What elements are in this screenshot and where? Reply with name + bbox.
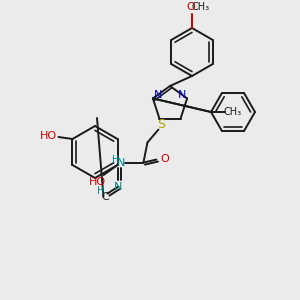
Text: HO: HO — [40, 131, 57, 141]
Text: N: N — [117, 158, 126, 168]
Text: N: N — [178, 90, 186, 100]
Text: N: N — [114, 182, 123, 192]
Text: H: H — [112, 154, 119, 165]
Text: C: C — [101, 192, 109, 202]
Text: H: H — [97, 186, 104, 196]
Text: S: S — [158, 118, 165, 131]
Text: O: O — [187, 2, 195, 12]
Text: CH₃: CH₃ — [224, 107, 242, 117]
Text: O: O — [160, 154, 169, 164]
Text: CH₃: CH₃ — [192, 2, 210, 12]
Text: HO: HO — [89, 177, 106, 187]
Text: N: N — [154, 90, 162, 100]
